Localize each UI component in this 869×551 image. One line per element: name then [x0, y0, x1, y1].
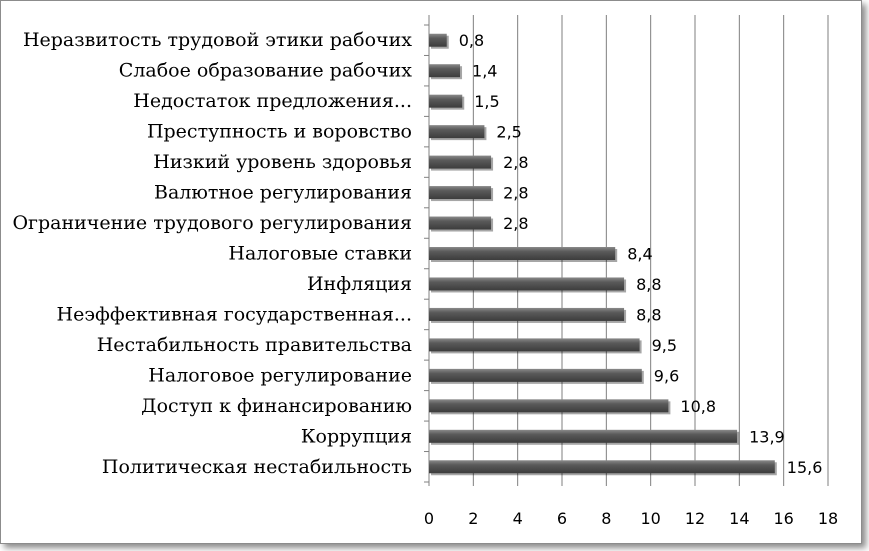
value-label: 2,8	[503, 184, 528, 203]
bar	[429, 155, 492, 169]
category-label: Преступность и воровство	[147, 121, 412, 143]
x-tick-labels: 0 2 4 6 8 10 12 14 16 18	[424, 509, 838, 528]
bar	[429, 307, 625, 321]
bar	[429, 277, 625, 291]
bar	[429, 429, 738, 443]
x-tick-label: 6	[557, 509, 567, 528]
value-label: 15,6	[787, 458, 823, 477]
category-label: Коррупция	[301, 425, 412, 447]
category-label: Налоговые ставки	[228, 243, 412, 265]
value-label: 10,8	[680, 397, 716, 416]
x-tick-label: 0	[424, 509, 434, 528]
bar	[429, 247, 616, 260]
value-label: 9,6	[654, 366, 679, 385]
x-tick-label: 18	[818, 509, 838, 528]
value-label: 1,5	[474, 92, 499, 111]
bar	[429, 399, 669, 413]
bar	[429, 338, 640, 352]
value-label: 1,4	[472, 62, 497, 81]
x-tick-label: 8	[601, 509, 611, 528]
category-label: Инфляция	[307, 273, 412, 295]
x-tick-label: 12	[685, 509, 705, 528]
value-label: 8,4	[627, 245, 652, 264]
x-tick-label: 16	[773, 509, 793, 528]
category-label: Валютное регулирования	[154, 182, 412, 204]
x-tick-label: 14	[729, 509, 749, 528]
category-label: Доступ к финансированию	[141, 395, 412, 417]
value-label: 9,5	[652, 336, 677, 355]
category-label: Недостаток предложения...	[133, 90, 412, 112]
category-labels: Неразвитость трудовой этики рабочих Слабо…	[12, 29, 412, 478]
category-label: Ограничение трудового регулирования	[12, 212, 412, 234]
bar	[429, 186, 492, 200]
value-label: 2,5	[496, 123, 521, 142]
bar	[429, 368, 642, 382]
value-label: 13,9	[749, 427, 785, 446]
bars	[429, 33, 777, 476]
value-label: 0,8	[459, 31, 484, 50]
chart-frame	[0, 0, 862, 544]
category-label: Нестабильность правительства	[97, 334, 412, 356]
value-label: 2,8	[503, 153, 528, 172]
value-labels: 0,8 1,4 1,5 2,5 2,8 2,8 2,8 8,4 8,8 8,8 9,5 9,610,8…	[459, 31, 823, 477]
category-label: Налоговое регулирование	[148, 364, 412, 386]
value-label: 2,8	[503, 214, 528, 233]
category-label: Слабое образование рабочих	[119, 60, 412, 82]
bar	[429, 460, 775, 474]
category-label: Политическая нестабильность	[102, 456, 412, 478]
x-tick-label: 4	[513, 509, 523, 528]
bar	[429, 64, 461, 78]
category-label: Низкий уровень здоровья	[153, 151, 412, 173]
value-label: 8,8	[636, 305, 661, 324]
bar	[429, 33, 447, 47]
bar	[429, 94, 463, 108]
category-label: Неразвитость трудовой этики рабочих	[23, 29, 412, 51]
x-tick-label: 2	[468, 509, 478, 528]
value-label: 8,8	[636, 275, 661, 294]
category-label: Неэффективная государственная...	[57, 303, 412, 325]
x-tick-label: 10	[640, 509, 660, 528]
bar	[429, 216, 492, 230]
bar	[429, 125, 485, 139]
